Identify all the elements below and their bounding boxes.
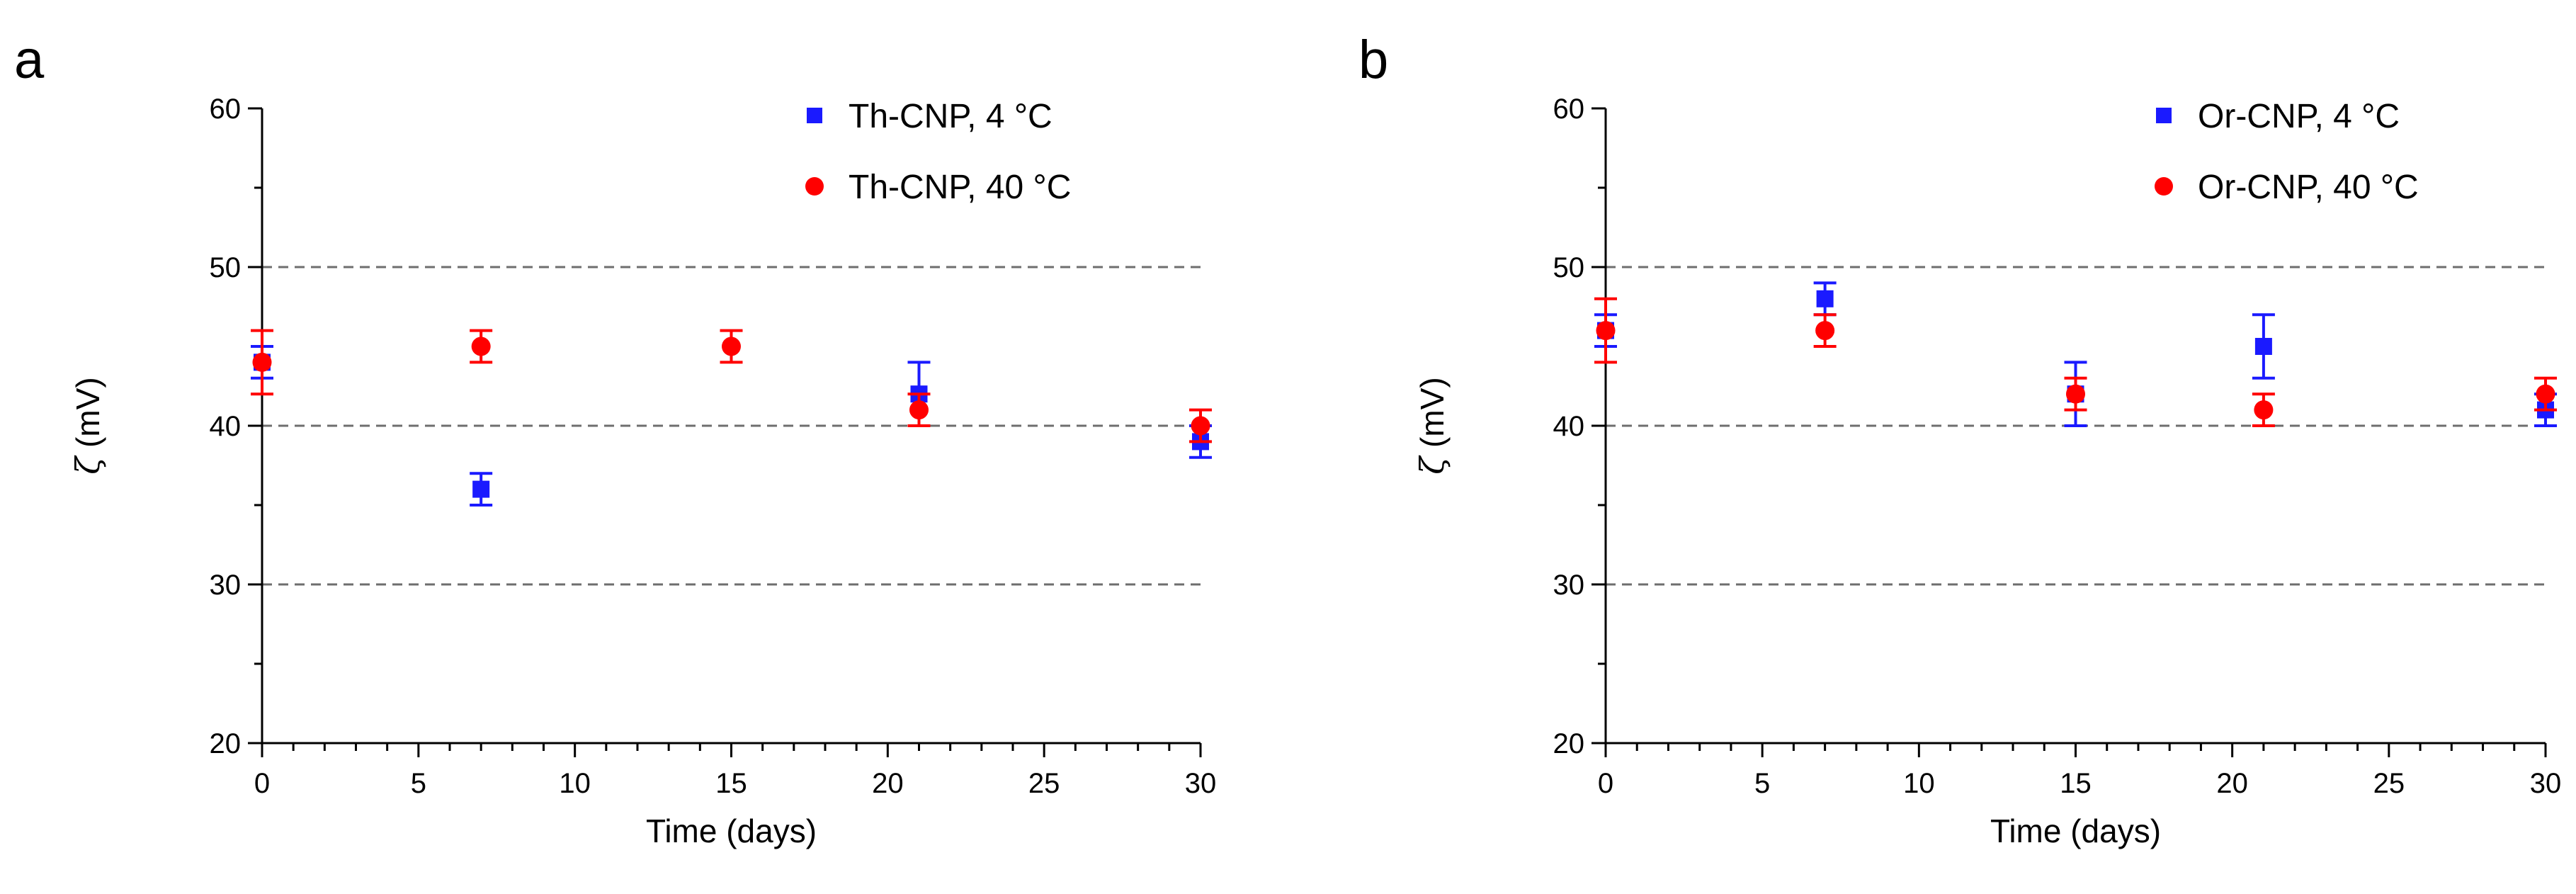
data-point-circle (1596, 321, 1616, 341)
x-tick-label: 20 (872, 768, 904, 799)
data-point-circle (1191, 416, 1210, 436)
x-axis-title: Time (days) (1990, 813, 2161, 849)
y-tick-label: 40 (1553, 411, 1585, 442)
x-tick-label: 5 (411, 768, 426, 799)
legend-marker-circle (2155, 177, 2173, 196)
data-point-square (2254, 338, 2272, 355)
data-point-square (1816, 290, 1834, 307)
x-tick-label: 5 (1754, 768, 1770, 799)
x-tick-label: 30 (1185, 768, 1217, 799)
y-axis-symbol: ζ (69, 455, 107, 475)
legend-label: Th-CNP, 4 °C (849, 98, 1052, 135)
y-axis-symbol: ζ (1413, 455, 1451, 475)
y-tick-label: 40 (210, 411, 242, 442)
data-point-circle (722, 336, 741, 356)
x-tick-label: 0 (254, 768, 270, 799)
series-circle (251, 329, 1212, 443)
data-point-circle (909, 400, 929, 420)
x-tick-label: 10 (559, 768, 591, 799)
data-point-circle (471, 336, 491, 356)
y-tick-label: 60 (1553, 94, 1585, 125)
y-tick-label: 20 (1553, 728, 1585, 759)
x-tick-label: 15 (2060, 768, 2092, 799)
legend-label: Or-CNP, 40 °C (2198, 169, 2419, 206)
y-tick-label: 30 (210, 570, 242, 601)
y-axis-space (1414, 448, 1451, 457)
data-point-circle (2254, 400, 2274, 420)
x-tick-label: 10 (1903, 768, 1935, 799)
chart-panel-b: b 20 30 40 50 60 0 5 10 15 20 25 30 Time (days) ζ (mV)… (1358, 30, 2561, 849)
legend-marker-square (807, 108, 822, 123)
y-axis-unit: (mV) (69, 377, 106, 448)
y-axis-title: ζ (mV) (1413, 377, 1451, 474)
y-tick-label: 30 (1553, 570, 1585, 601)
y-tick-label: 60 (210, 94, 242, 125)
data-point-circle (1815, 321, 1835, 341)
y-tick-label: 50 (1553, 252, 1585, 283)
data-point-square (472, 480, 490, 498)
x-axis-title: Time (days) (646, 813, 817, 849)
legend-marker-square (2156, 108, 2172, 123)
y-axis-space (69, 448, 106, 457)
legend-marker-circle (805, 177, 824, 196)
x-tick-label: 25 (2373, 768, 2405, 799)
data-point-circle (2536, 384, 2555, 404)
x-tick-label: 30 (2530, 768, 2562, 799)
series-circle (1594, 297, 2557, 427)
y-tick-label: 20 (210, 728, 242, 759)
panel-label: b (1358, 30, 1388, 90)
y-axis-unit: (mV) (1414, 377, 1451, 448)
x-tick-label: 20 (2216, 768, 2248, 799)
chart-panel-a: a 20 30 40 50 60 0 5 10 15 20 25 30 Time (days) ζ (mV)… (14, 30, 1216, 849)
data-point-circle (2066, 384, 2085, 404)
legend-label: Or-CNP, 4 °C (2198, 98, 2400, 135)
x-tick-label: 25 (1028, 768, 1060, 799)
legend-label: Th-CNP, 40 °C (849, 169, 1071, 206)
data-point-circle (252, 352, 272, 372)
x-tick-label: 15 (715, 768, 747, 799)
panel-label: a (14, 30, 45, 90)
y-tick-label: 50 (210, 252, 242, 283)
y-axis-title: ζ (mV) (69, 377, 107, 474)
x-tick-label: 0 (1598, 768, 1613, 799)
